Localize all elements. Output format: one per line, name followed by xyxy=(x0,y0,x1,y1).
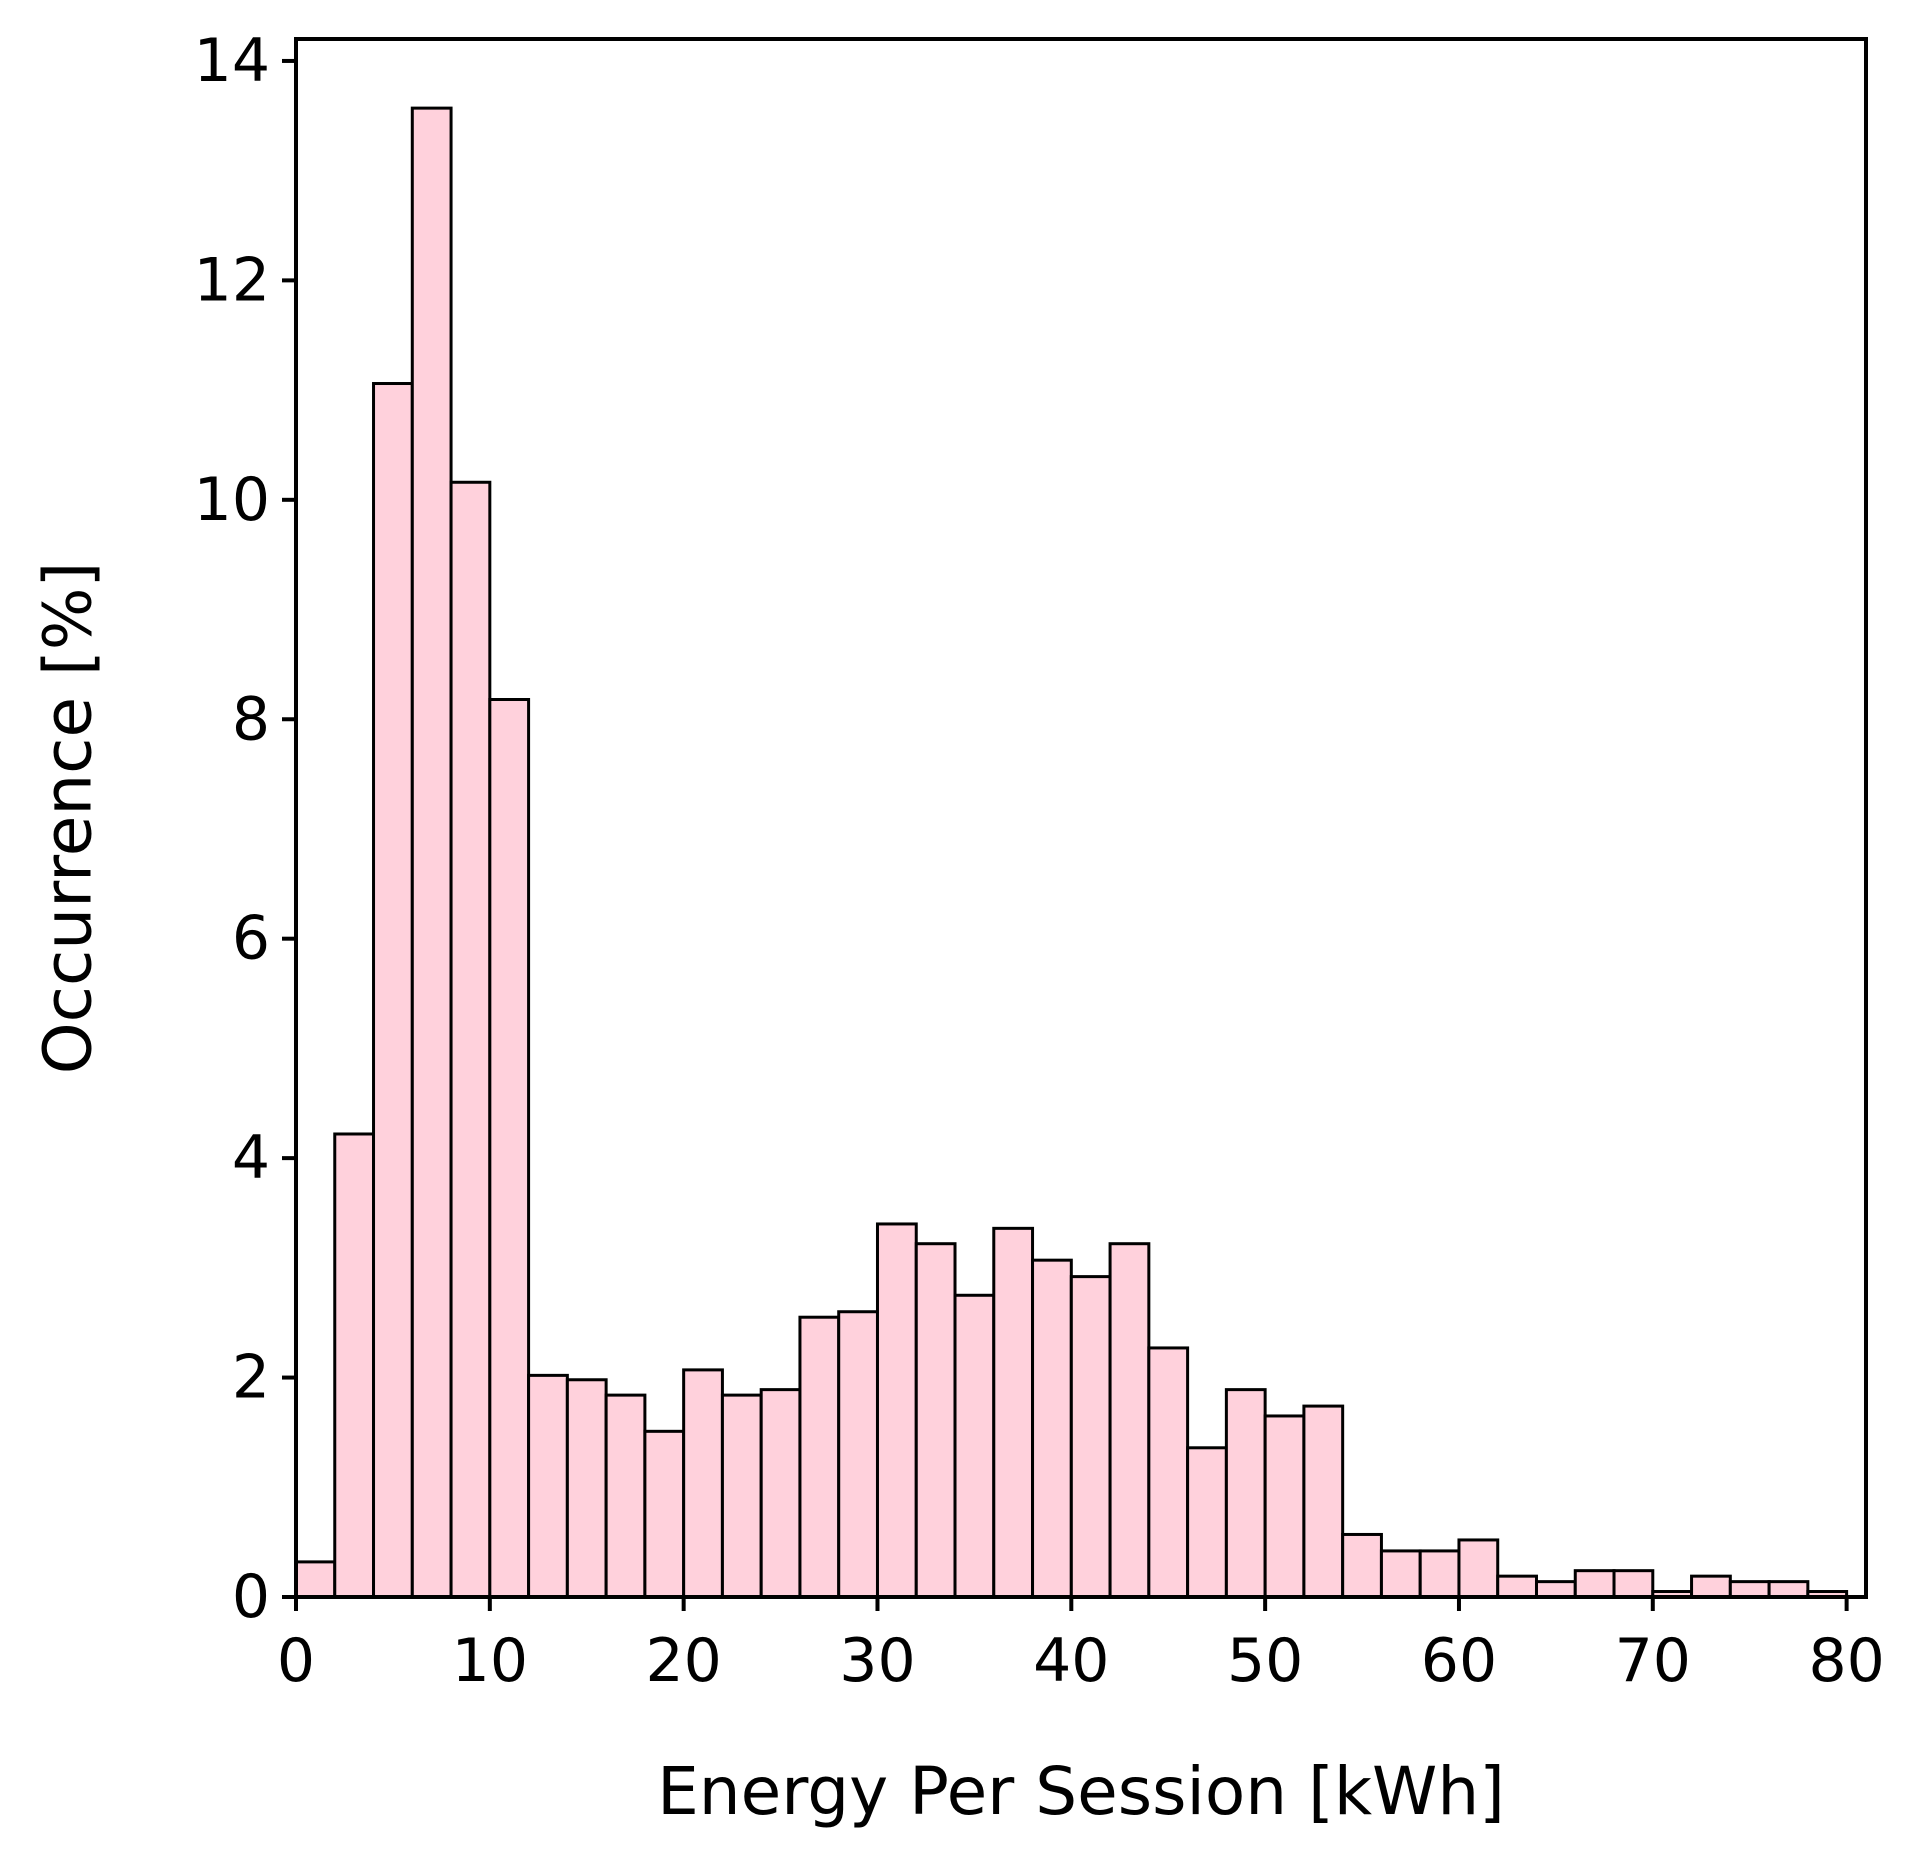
histogram-bar xyxy=(333,1132,376,1599)
x-tick-label: 40 xyxy=(1033,1626,1109,1696)
histogram-bar xyxy=(1612,1569,1655,1599)
histogram-bar xyxy=(294,1560,337,1599)
histogram-bar xyxy=(643,1429,686,1599)
histogram-bar xyxy=(1379,1549,1422,1599)
y-axis-title: Occurrence [%] xyxy=(30,562,107,1075)
histogram-bar xyxy=(1534,1580,1577,1599)
histogram-bar xyxy=(1341,1532,1383,1599)
histogram-bar xyxy=(1186,1446,1228,1599)
histogram-bar xyxy=(604,1393,647,1599)
histogram-bar xyxy=(1224,1388,1267,1599)
histogram-bar xyxy=(1690,1574,1732,1599)
histogram-bar xyxy=(449,480,492,1599)
histogram-bar xyxy=(914,1242,957,1599)
x-tick-label: 20 xyxy=(645,1626,721,1696)
histogram-bar xyxy=(1457,1538,1500,1599)
y-tick-label: 14 xyxy=(194,26,270,96)
histogram-bar xyxy=(565,1378,608,1599)
histogram-bar xyxy=(1302,1404,1345,1599)
y-tick-label: 8 xyxy=(232,684,270,754)
x-tick-label: 10 xyxy=(452,1626,528,1696)
histogram-bar xyxy=(1108,1242,1151,1599)
histogram-bar xyxy=(1031,1258,1073,1599)
y-tick-label: 6 xyxy=(232,904,270,974)
y-tick-label: 0 xyxy=(232,1562,270,1632)
x-tick-label: 30 xyxy=(839,1626,915,1696)
x-axis-title: Energy Per Session [kWh] xyxy=(657,1753,1505,1830)
histogram-bar xyxy=(1147,1346,1190,1599)
histogram-bar xyxy=(372,382,414,1599)
y-tick-label: 4 xyxy=(232,1123,270,1193)
histogram-bar xyxy=(837,1310,879,1599)
histogram-bar xyxy=(488,698,531,1599)
histogram-bar xyxy=(1069,1275,1112,1599)
plot-frame xyxy=(294,37,1868,1599)
histogram-bar xyxy=(875,1222,918,1599)
bars-layer xyxy=(294,106,1849,1599)
histogram-bar xyxy=(1728,1580,1771,1599)
histogram-bar xyxy=(1573,1569,1616,1599)
x-tick-label: 80 xyxy=(1808,1626,1884,1696)
histogram-bar xyxy=(1263,1414,1306,1599)
histogram-bar xyxy=(798,1315,841,1599)
histogram-bar xyxy=(1767,1580,1810,1599)
x-tick-label: 0 xyxy=(277,1626,315,1696)
x-tick-label: 70 xyxy=(1615,1626,1691,1696)
histogram-bar xyxy=(527,1373,569,1599)
histogram-bar xyxy=(759,1388,802,1599)
histogram-bar xyxy=(410,106,453,1599)
histogram-bar xyxy=(720,1393,763,1599)
histogram-bar xyxy=(1418,1549,1461,1599)
histogram-bar xyxy=(1496,1574,1538,1599)
y-tick-label: 12 xyxy=(194,245,270,315)
y-tick-label: 2 xyxy=(232,1343,270,1413)
y-tick-label: 10 xyxy=(194,465,270,535)
x-tick-label: 50 xyxy=(1227,1626,1303,1696)
histogram-bar xyxy=(682,1368,724,1599)
x-tick-label: 60 xyxy=(1421,1626,1497,1696)
ticks-layer: 0 10 20 30 40 50 60 70 80 0 2 4 6 8 10 12 14 xyxy=(194,26,1885,1696)
histogram-bar xyxy=(992,1226,1035,1599)
histogram-bar xyxy=(953,1293,996,1599)
